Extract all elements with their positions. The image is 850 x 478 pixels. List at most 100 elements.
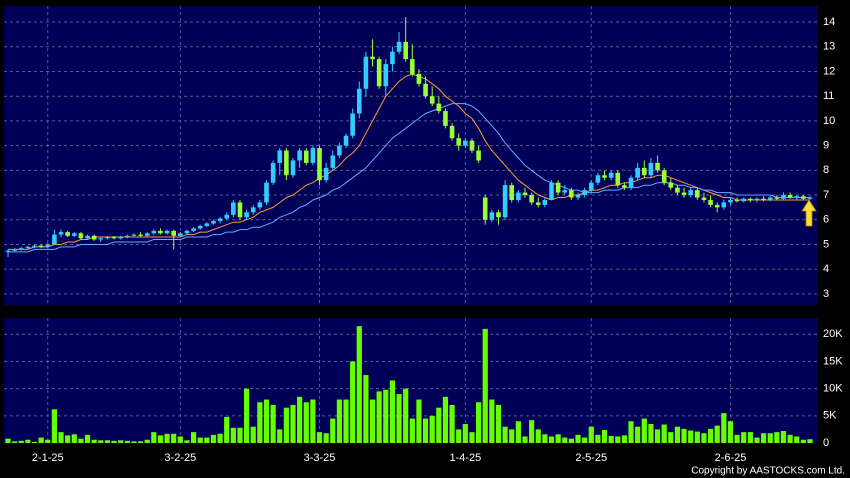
volume-bar (794, 436, 800, 443)
candle-body (410, 59, 415, 74)
volume-bar (71, 434, 77, 443)
volume-bar (316, 432, 323, 443)
volume-bar (58, 432, 64, 443)
candle-body (310, 148, 316, 163)
volume-bar (330, 418, 336, 443)
candle-body (648, 162, 654, 176)
volume-bar (509, 429, 515, 443)
volume-bar (343, 399, 349, 443)
volume-bar (442, 396, 449, 443)
volume-bar (383, 389, 389, 443)
candle-body (217, 218, 223, 221)
candle-body (244, 212, 249, 218)
volume-bar (416, 399, 422, 443)
candle-body (323, 167, 329, 181)
grid (4, 6, 818, 443)
candle-body (615, 172, 621, 186)
candle-body (5, 250, 11, 252)
candle-body (78, 233, 84, 239)
volume-bar (747, 432, 753, 443)
candle-body (774, 197, 780, 199)
candle-body (456, 138, 462, 146)
volume-bar (98, 440, 104, 443)
candle-body (695, 190, 700, 198)
volume-bar (31, 441, 38, 443)
candle-body (65, 232, 70, 236)
candle-body (668, 182, 674, 188)
candle-body (429, 96, 435, 104)
candle-body (184, 230, 190, 234)
volume-tick-label: 10K (823, 383, 843, 395)
candle-body (98, 238, 104, 240)
volume-bar (542, 434, 548, 443)
volume-bar (774, 432, 780, 443)
volume-bar (78, 438, 84, 443)
candle-body (516, 192, 521, 200)
volume-bar (396, 394, 402, 443)
volume-bar (456, 429, 462, 443)
candle-body (237, 202, 243, 218)
volume-bar (38, 437, 44, 443)
candle-body (52, 234, 57, 245)
volume-bar (157, 435, 164, 443)
volume-bar (734, 434, 740, 443)
candle-body (297, 150, 302, 161)
candle-body (681, 192, 687, 196)
volume-bar (51, 409, 57, 443)
volume-bar (495, 404, 502, 443)
volume-bar (363, 375, 369, 443)
x-tick-label: 3-3-25 (304, 452, 336, 464)
volume-bar (615, 436, 621, 443)
volume-bar (601, 429, 608, 443)
volume-bar (124, 440, 130, 443)
volume-bar (369, 399, 376, 443)
volume-tick-label: 20K (823, 328, 843, 340)
candle-body (303, 150, 309, 163)
y-tick-label: 9 (823, 140, 829, 152)
candle-body (575, 195, 581, 198)
candle-body (277, 150, 283, 163)
volume-bar (707, 428, 714, 443)
candle-body (370, 56, 375, 60)
candle-body (641, 167, 647, 176)
y-tick-label: 11 (823, 90, 834, 102)
volume-bar (137, 441, 144, 443)
volume-bar (635, 426, 641, 443)
candle-body (555, 182, 561, 193)
candle-body (535, 202, 541, 205)
volume-bar (144, 439, 150, 443)
volume-bar (469, 432, 475, 443)
volume-bar (502, 426, 508, 443)
candle-body (807, 197, 813, 199)
candle-body (32, 245, 37, 247)
volume-bar (787, 434, 793, 443)
candle-body (178, 233, 183, 236)
candle-body (350, 113, 355, 136)
volume-bar (224, 416, 230, 443)
volume-bar (18, 440, 24, 443)
volume-bar (310, 399, 316, 443)
candle-body (509, 185, 515, 200)
candle-body (714, 204, 720, 208)
candle-body (257, 202, 263, 208)
volume-bar (336, 399, 343, 443)
candle-body (197, 225, 203, 229)
candle-body (529, 195, 534, 203)
candle-body (250, 207, 256, 213)
candle-body (317, 148, 322, 181)
candle-body (363, 56, 369, 89)
candle-body (754, 198, 760, 200)
volume-bar (529, 420, 535, 443)
volume-bar (674, 426, 681, 443)
volume-bar (694, 431, 700, 443)
volume-bar (548, 436, 555, 443)
volume-bar (151, 432, 157, 443)
volume-bar (237, 427, 243, 443)
candle-body (18, 248, 24, 250)
volume-bar (217, 433, 223, 443)
volume-bar (688, 430, 694, 443)
volume-bar (588, 426, 594, 443)
volume-bar (104, 440, 111, 443)
candle-body (224, 214, 230, 219)
